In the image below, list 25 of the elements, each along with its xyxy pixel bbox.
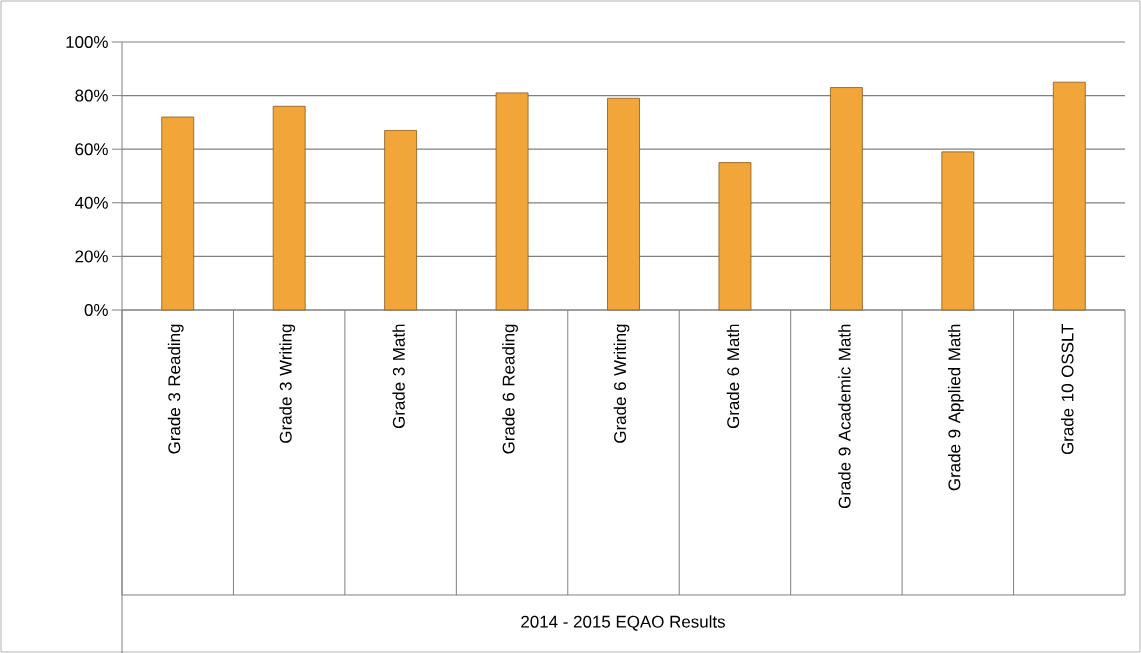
x-tick-label: Grade 9 Academic Math — [838, 324, 851, 509]
y-tick-label: 0% — [84, 303, 108, 316]
x-tick-label: Grade 3 Math — [392, 324, 405, 429]
bar — [941, 151, 975, 311]
bar — [384, 130, 418, 311]
y-tick-label: 20% — [75, 250, 108, 263]
x-tick-label: Grade 3 Writing — [279, 324, 296, 443]
y-tick-label: 40% — [74, 196, 108, 209]
bar — [161, 116, 195, 311]
bar — [272, 105, 306, 311]
y-tick-label: 100% — [66, 35, 108, 48]
y-tick-label: 60% — [75, 143, 108, 156]
x-tick-label: Grade 3 Reading — [167, 324, 184, 454]
x-tick-label: Grade 9 Applied Math — [947, 324, 964, 491]
x-tick-label: Grade 10 OSSLT — [1061, 323, 1074, 455]
bar — [830, 87, 863, 311]
x-tick-label: Grade 6 Writing — [613, 324, 630, 443]
bar — [607, 97, 640, 311]
x-tick-label: Grade 6 Reading — [502, 324, 518, 454]
bar — [1052, 81, 1086, 311]
bar — [495, 92, 529, 311]
text: 2014 - 2015 EQAO Results — [521, 615, 725, 631]
x-tick-label: Grade 6 Math — [726, 324, 740, 429]
y-tick-label: 80% — [75, 89, 108, 102]
bar — [718, 162, 752, 311]
